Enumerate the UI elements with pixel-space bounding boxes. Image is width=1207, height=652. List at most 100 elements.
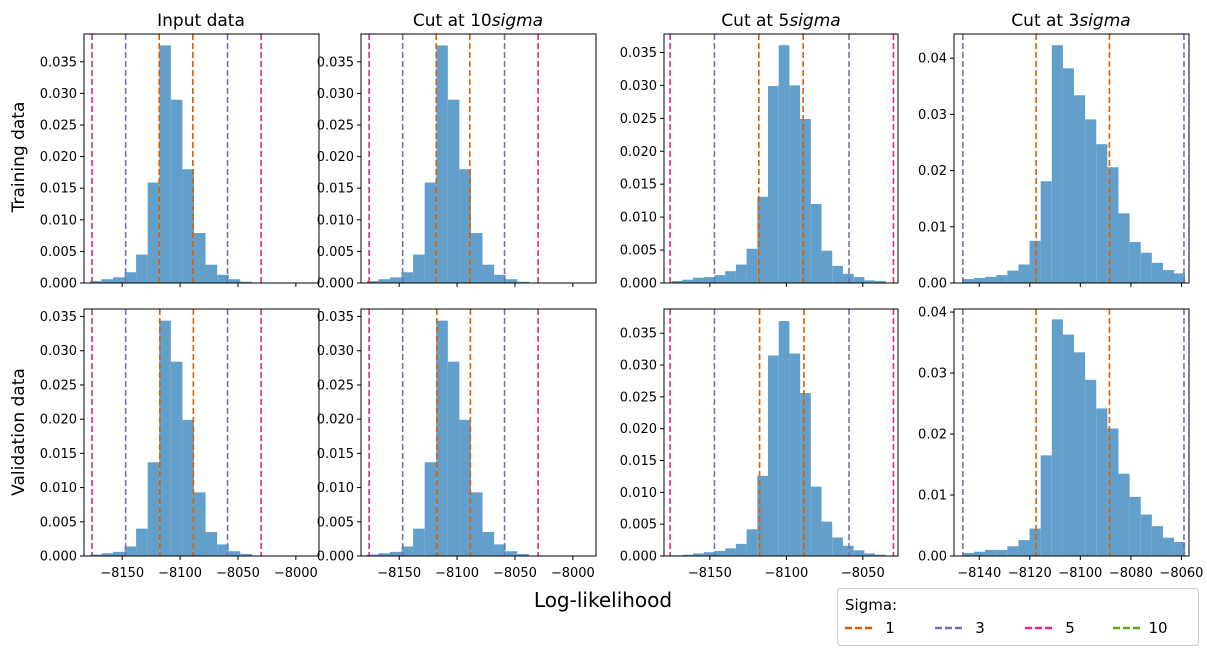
histogram-bar bbox=[800, 118, 811, 283]
histogram-bar bbox=[864, 553, 876, 556]
x-tick-label: −8000 bbox=[274, 566, 318, 581]
histogram-bar bbox=[389, 277, 402, 283]
y-tick-label: 0.020 bbox=[620, 145, 657, 160]
y-tick-label: 0.030 bbox=[620, 359, 657, 374]
y-tick-label: 0.015 bbox=[317, 182, 354, 197]
histogram-bar bbox=[714, 550, 726, 556]
histogram-bar bbox=[159, 320, 171, 556]
histogram-bar bbox=[1085, 379, 1097, 556]
histogram-bar bbox=[124, 546, 137, 556]
histogram-bar bbox=[366, 554, 379, 556]
histogram-bar bbox=[447, 99, 460, 283]
column-title-cut5: Cut at 5sigma bbox=[721, 11, 840, 31]
histogram-bar bbox=[671, 281, 683, 283]
y-tick-label: 0.010 bbox=[317, 481, 354, 496]
histogram-bar bbox=[1140, 514, 1152, 556]
y-tick-label: 0.035 bbox=[317, 55, 354, 70]
histogram-bar bbox=[494, 544, 506, 556]
y-tick-label: 0.04 bbox=[918, 52, 947, 67]
x-tick-label: −8150 bbox=[100, 566, 144, 581]
histogram-bar bbox=[1107, 167, 1119, 283]
axes-frame bbox=[663, 33, 899, 284]
legend-entries: 1 3 5 10 bbox=[845, 619, 1168, 637]
x-tick-label: −8100 bbox=[764, 566, 808, 581]
histogram-bar bbox=[693, 553, 704, 556]
histogram-bar bbox=[389, 551, 402, 556]
histogram-bar bbox=[853, 277, 865, 283]
histogram-bar bbox=[112, 277, 125, 283]
histogram-bar bbox=[89, 554, 102, 556]
y-tick-label: 0.025 bbox=[620, 112, 657, 127]
histogram-bar bbox=[703, 277, 715, 283]
histogram-bar bbox=[1174, 273, 1186, 283]
y-tick-label: 0.005 bbox=[40, 245, 77, 260]
x-tick-label: −8050 bbox=[216, 566, 260, 581]
histogram-bar bbox=[810, 486, 822, 556]
histogram-bar bbox=[757, 475, 768, 556]
histogram-bar bbox=[875, 281, 886, 283]
histogram-bar bbox=[136, 528, 148, 556]
histogram-bar bbox=[517, 553, 529, 556]
y-tick-label: 0.030 bbox=[40, 344, 77, 359]
histogram-bar bbox=[170, 361, 183, 556]
histogram-bar bbox=[864, 280, 876, 283]
y-tick-label: 0.005 bbox=[620, 244, 657, 259]
y-tick-label: 0.000 bbox=[40, 550, 77, 565]
histogram-bar bbox=[147, 182, 160, 283]
y-tick-label: 0.000 bbox=[40, 277, 77, 292]
y-tick-label: 0.03 bbox=[918, 367, 947, 382]
y-tick-label: 0.020 bbox=[317, 413, 354, 428]
axes-frame bbox=[360, 33, 597, 284]
histogram-bar bbox=[962, 552, 974, 556]
panel-training-cut5: 0.000 0.005 0.010 0.015 0.020 0.025 0.030 0.035 bbox=[620, 33, 899, 292]
y-tick-label: 0.030 bbox=[40, 87, 77, 102]
x-tick-label: −8060 bbox=[1159, 566, 1203, 581]
histogram-bar bbox=[1118, 473, 1130, 556]
histogram-bar bbox=[985, 276, 997, 283]
column-title-cut3: Cut at 3sigma bbox=[1011, 11, 1130, 31]
y-tick-label: 0.030 bbox=[620, 79, 657, 94]
histogram-bar bbox=[962, 279, 974, 283]
histogram-bar bbox=[746, 529, 758, 556]
histogram-bar bbox=[973, 551, 986, 556]
y-tick-label: 0.025 bbox=[317, 378, 354, 393]
y-tick-label: 0.030 bbox=[317, 344, 354, 359]
y-tick-label: 0.025 bbox=[40, 119, 77, 134]
y-tick-label: 0.010 bbox=[620, 486, 657, 501]
histogram-bar bbox=[789, 353, 801, 556]
legend-title: Sigma: bbox=[845, 596, 897, 614]
histogram-bar bbox=[240, 281, 252, 283]
axes-frame bbox=[83, 308, 320, 557]
histogram-bar bbox=[1174, 541, 1186, 556]
histogram-bar bbox=[182, 169, 194, 283]
histogram-bar bbox=[875, 554, 886, 556]
axes-frame bbox=[953, 33, 1190, 284]
histogram-bar bbox=[217, 274, 229, 283]
histogram-bar bbox=[413, 254, 425, 283]
histogram-bar bbox=[1018, 264, 1030, 283]
histogram-bar bbox=[459, 169, 471, 283]
histogram-bar bbox=[703, 552, 715, 556]
y-tick-label: 0.035 bbox=[620, 46, 657, 61]
y-tick-label: 0.010 bbox=[40, 481, 77, 496]
y-tick-label: 0.020 bbox=[317, 150, 354, 165]
histogram-bar bbox=[1062, 68, 1075, 283]
histogram-bar bbox=[768, 86, 779, 283]
y-tick-label: 0.025 bbox=[317, 119, 354, 134]
y-tick-label: 0.030 bbox=[317, 87, 354, 102]
histogram-bar bbox=[1151, 262, 1163, 283]
histogram-bar bbox=[193, 233, 206, 283]
histogram-bar bbox=[853, 550, 865, 556]
histogram-bar bbox=[821, 521, 833, 556]
histogram-bar bbox=[1018, 540, 1030, 556]
histogram-bar bbox=[413, 528, 425, 556]
y-tick-label: 0.015 bbox=[40, 447, 77, 462]
panel-validation-input: 0.000 0.005 0.010 0.015 0.020 0.025 0.030 0.035… bbox=[40, 308, 320, 581]
y-tick-label: 0.035 bbox=[40, 310, 77, 325]
y-tick-label: 0.005 bbox=[317, 245, 354, 260]
x-tick-label: −8100 bbox=[158, 566, 202, 581]
y-tick-label: 0.03 bbox=[918, 108, 947, 123]
x-tick-label: −8000 bbox=[551, 566, 595, 581]
histogram-bar bbox=[1118, 213, 1130, 283]
y-tick-label: 0.000 bbox=[317, 550, 354, 565]
